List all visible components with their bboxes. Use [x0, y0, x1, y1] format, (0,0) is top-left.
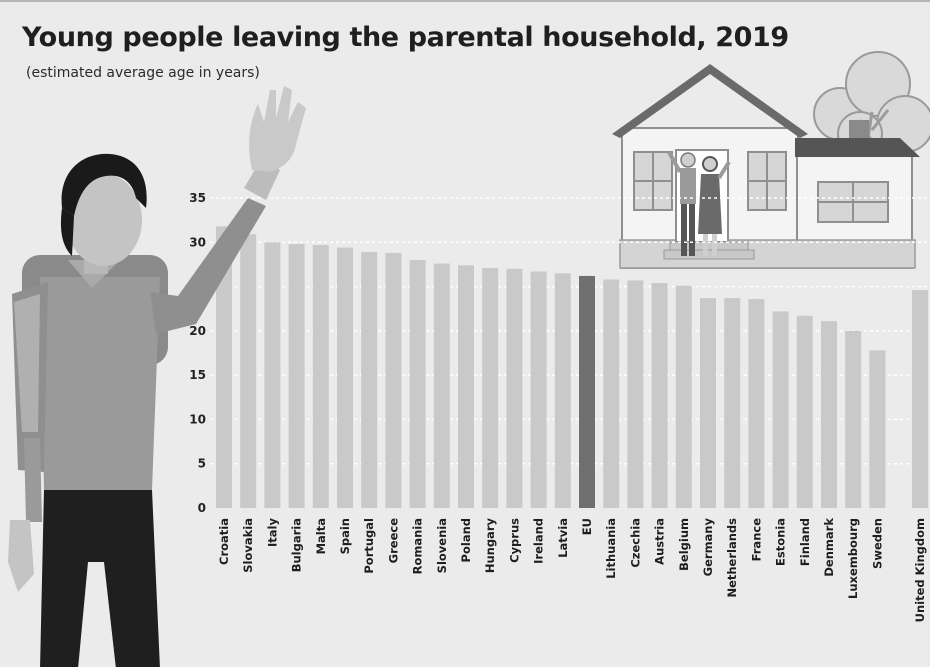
category-label: Belgium [677, 518, 691, 571]
bar-ireland [530, 271, 547, 508]
bar-malta [312, 244, 329, 508]
bar-cyprus [506, 268, 523, 508]
category-label: Slovakia [241, 518, 255, 573]
category-label: United Kingdom [913, 518, 927, 622]
y-tick-label: 10 [189, 412, 206, 426]
category-label: Slovenia [435, 518, 449, 573]
y-axis-ticks: 05101520253035 [189, 191, 206, 515]
bar-italy [264, 242, 281, 509]
category-label: Estonia [774, 518, 788, 566]
bar-romania [409, 260, 426, 508]
young-man-illustration [8, 86, 306, 667]
category-label: Lithuania [604, 518, 618, 579]
bar-spain [337, 247, 353, 508]
y-tick-label: 15 [189, 368, 206, 382]
bar-sweden [869, 350, 886, 508]
category-label: Luxembourg [846, 518, 860, 599]
category-label: Hungary [483, 518, 497, 574]
bar-luxembourg [845, 330, 862, 508]
bar-greece [385, 252, 402, 508]
y-tick-label: 5 [198, 457, 206, 471]
category-label: Greece [386, 518, 400, 564]
category-label: Czechia [628, 518, 642, 568]
bar-germany [700, 298, 716, 508]
bar-netherlands [724, 298, 741, 508]
bar-denmark [821, 321, 837, 508]
category-label: Sweden [870, 518, 884, 569]
bar-slovenia [433, 263, 450, 508]
category-label: Malta [314, 518, 328, 554]
category-label: Romania [411, 518, 425, 574]
house-illustration [612, 51, 930, 269]
bar-lithuania [603, 279, 620, 508]
couple-figures [667, 151, 731, 256]
category-label: Germany [701, 518, 715, 577]
y-tick-label: 35 [189, 191, 206, 205]
bar-united-kingdom [912, 290, 928, 508]
bar-france [748, 298, 765, 508]
category-label: Bulgaria [290, 518, 304, 572]
bar-latvia [554, 273, 571, 508]
category-label: Italy [265, 518, 279, 547]
category-label: Ireland [532, 518, 546, 564]
category-label: Austria [653, 518, 667, 565]
y-tick-label: 20 [189, 324, 206, 338]
bar-finland [796, 315, 813, 508]
bar-hungary [482, 267, 499, 508]
category-labels: Croatia Slovakia Italy Bulgaria Malta Spain Po… [217, 518, 927, 623]
category-label: Croatia [217, 518, 231, 565]
y-tick-label: 0 [198, 501, 206, 515]
category-label: Portugal [362, 518, 376, 574]
chart-title: Young people leaving the parental househ… [22, 22, 789, 53]
bar-austria [651, 283, 668, 508]
bar-slovakia [240, 234, 257, 509]
bar-estonia [772, 311, 789, 508]
bar-eu [579, 275, 595, 508]
bar-czechia [627, 280, 644, 508]
category-label: Spain [338, 518, 352, 554]
chart-subtitle: (estimated average age in years) [26, 65, 260, 81]
category-label: Poland [459, 518, 473, 562]
bars [216, 226, 928, 509]
y-tick-label: 30 [189, 235, 206, 249]
category-label: Denmark [822, 518, 836, 577]
bar-bulgaria [288, 244, 305, 509]
bar-belgium [675, 285, 692, 508]
category-label: France [749, 518, 763, 562]
category-label: EU [580, 518, 594, 535]
bar-croatia [216, 226, 232, 509]
category-label: Latvia [556, 518, 570, 558]
bar-portugal [361, 252, 378, 508]
category-label: Netherlands [725, 518, 739, 598]
bar-poland [458, 265, 474, 508]
category-label: Cyprus [507, 518, 521, 563]
category-label: Finland [798, 518, 812, 566]
